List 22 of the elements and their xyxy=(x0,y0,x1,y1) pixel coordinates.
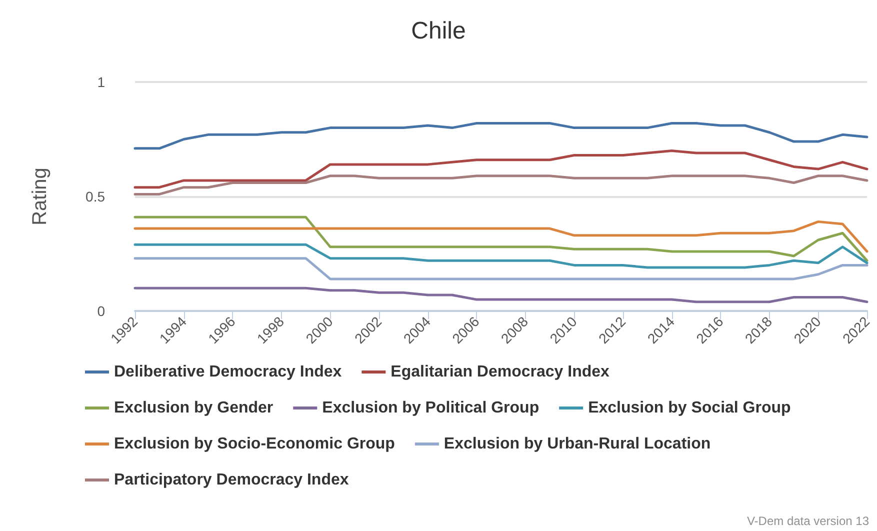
text: V-Dem data version 13 xyxy=(746,514,870,528)
line-series xyxy=(134,216,868,262)
line-series xyxy=(134,257,868,280)
legend-label: Egalitarian Democracy Index xyxy=(390,364,610,380)
line-series xyxy=(134,243,868,269)
line-series xyxy=(134,286,868,304)
legend-label: Exclusion by Urban-Rural Location xyxy=(444,436,711,452)
legend-label: Exclusion by Gender xyxy=(114,400,274,416)
line-series xyxy=(134,149,868,189)
y-tick-label: 0 xyxy=(97,303,106,319)
y-tick-label: 1 xyxy=(97,74,106,90)
legend-label: Participatory Democracy Index xyxy=(114,472,349,488)
legend-label: Exclusion by Socio-Economic Group xyxy=(114,436,396,452)
line-series xyxy=(134,174,868,196)
chart-title: Chile xyxy=(411,18,466,44)
line-series xyxy=(134,220,868,253)
y-tick-label: 0.5 xyxy=(86,188,106,204)
y-axis-title: Rating xyxy=(29,168,51,226)
legend-label: Exclusion by Political Group xyxy=(322,400,540,416)
legend-label: Deliberative Democracy Index xyxy=(114,364,342,380)
line-series xyxy=(134,122,868,150)
legend-label: Exclusion by Social Group xyxy=(588,400,792,416)
